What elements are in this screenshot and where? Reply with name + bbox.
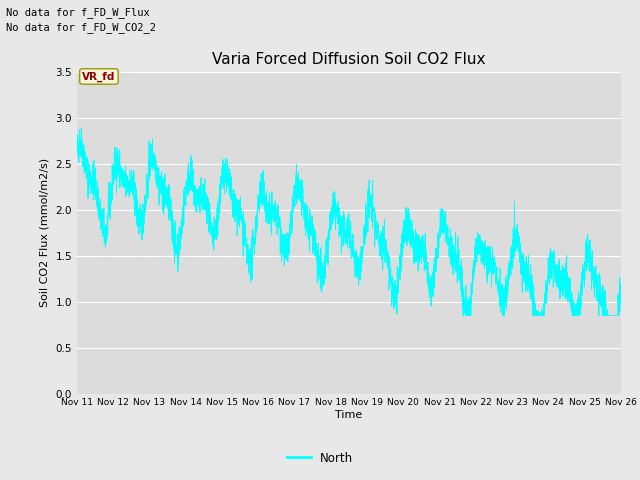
- Text: VR_fd: VR_fd: [83, 72, 116, 82]
- Text: No data for f_FD_W_CO2_2: No data for f_FD_W_CO2_2: [6, 22, 156, 33]
- X-axis label: Time: Time: [335, 410, 362, 420]
- Y-axis label: Soil CO2 Flux (mmol/m2/s): Soil CO2 Flux (mmol/m2/s): [40, 158, 50, 307]
- Legend: North: North: [282, 447, 358, 469]
- Text: No data for f_FD_W_Flux: No data for f_FD_W_Flux: [6, 7, 150, 18]
- Title: Varia Forced Diffusion Soil CO2 Flux: Varia Forced Diffusion Soil CO2 Flux: [212, 52, 486, 67]
